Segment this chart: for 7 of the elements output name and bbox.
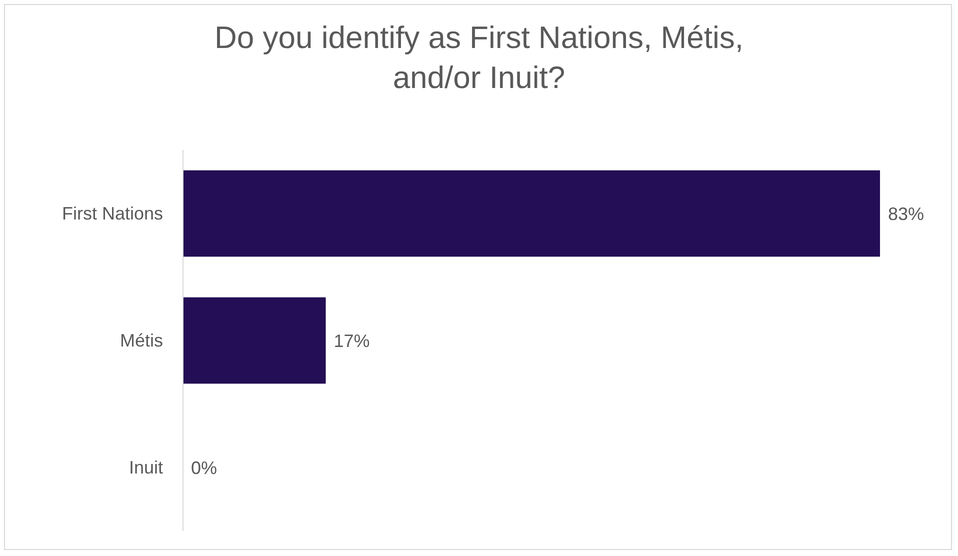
chart-title: Do you identify as First Nations, Métis, and/or Inuit? [214,19,744,97]
y-tick-label: Inuit [128,457,163,478]
y-tick-label: First Nations [62,203,163,224]
data-label: 0% [191,458,218,478]
data-label: 17% [334,330,370,351]
data-label: 83% [888,204,924,224]
y-tick-label: Métis [120,330,163,350]
